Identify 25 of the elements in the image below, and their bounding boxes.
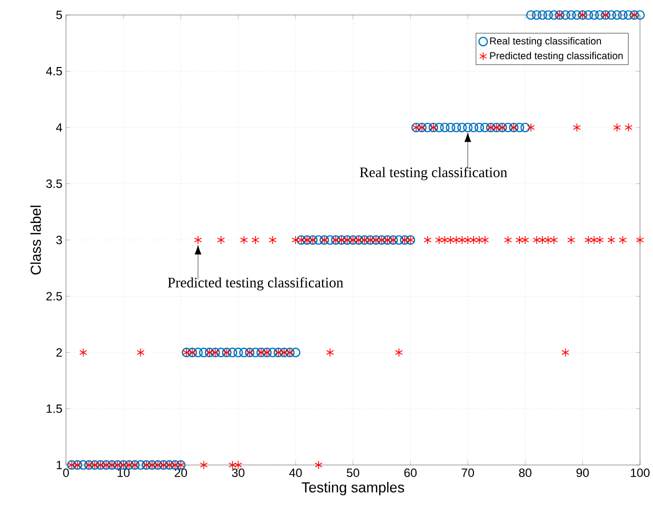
y-tick-label: 4.5 [46,67,62,76]
x-tick-label: 80 [519,468,532,478]
x-tick-label: 60 [404,468,417,478]
annotation: Predicted testing classification [168,277,344,290]
y-tick-label: 1.5 [46,404,62,413]
legend-label: Predicted testing classification [490,52,623,62]
y-tick-label: 4 [56,123,62,132]
y-axis-title: Class label [30,206,41,274]
y-tick-label: 1 [56,460,62,470]
x-tick-label: 30 [232,468,244,478]
x-tick-label: 50 [346,468,360,478]
annotation: Real testing classification [360,166,508,180]
x-tick-label: 20 [174,468,188,478]
legend-label: Real testing classification [490,37,601,47]
y-tick-label: 3.5 [46,179,62,188]
x-tick-label: 100 [630,468,650,478]
x-tick-label: 70 [462,468,474,478]
y-tick-label: 2.5 [46,292,62,300]
x-axis-title: Testing samples [302,482,404,496]
x-tick-label: 40 [289,468,302,478]
x-tick-label: 0 [63,468,69,478]
x-tick-label: 90 [576,468,589,478]
y-tick-label: 5 [56,10,62,20]
y-tick-label: 3 [56,236,62,244]
y-tick-label: 2 [56,348,62,357]
